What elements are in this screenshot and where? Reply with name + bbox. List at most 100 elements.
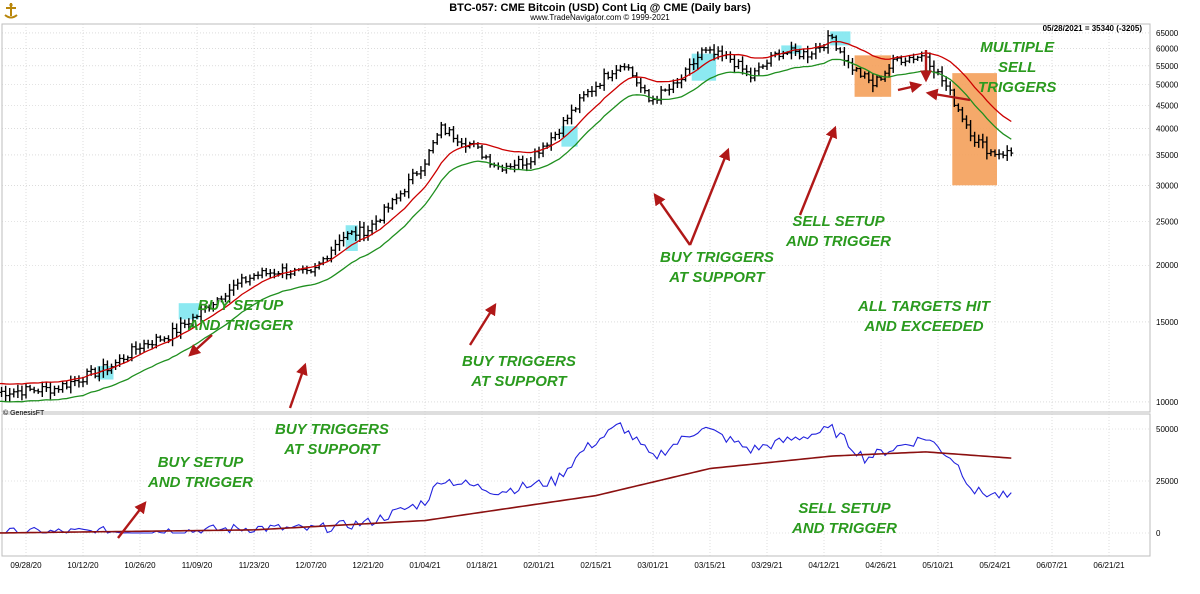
price-bar (614, 65, 619, 80)
price-bar (1001, 151, 1006, 159)
x-tick-label: 03/29/21 (751, 561, 783, 570)
price-bar (976, 134, 981, 148)
price-bar (235, 278, 240, 290)
price-bar (418, 166, 423, 179)
price-bar (158, 335, 163, 342)
indicator-y-tick-label: 0 (1156, 529, 1161, 538)
price-bar (687, 58, 692, 76)
price-bar (569, 104, 574, 125)
x-tick-label: 05/10/21 (922, 561, 954, 570)
price-bar (557, 128, 562, 140)
price-bar (199, 303, 204, 323)
x-tick-label: 03/15/21 (694, 561, 726, 570)
chart-title: BTC-057: CME Bitcoin (USD) Cont Liq @ CM… (449, 2, 751, 14)
price-panel-frame (1, 23, 1151, 413)
logo-icon (2, 2, 20, 20)
price-bar (703, 47, 708, 54)
price-bar (150, 340, 155, 350)
price-bar (862, 71, 867, 79)
annotation-arrow (897, 81, 923, 93)
y-tick-label: 10000 (1156, 398, 1179, 407)
price-bar (93, 367, 98, 379)
y-tick-label: 55000 (1156, 62, 1179, 71)
price-bar (414, 171, 419, 177)
price-bar (646, 89, 651, 103)
copyright-label: © GenesisFT (3, 410, 45, 417)
price-bar (809, 51, 814, 60)
x-tick-label: 02/01/21 (523, 561, 555, 570)
lower-band-line (0, 58, 1012, 403)
annotation-buy-setup-2: BUY SETUP AND TRIGGER (148, 454, 253, 491)
price-bar (439, 121, 444, 139)
price-bar (349, 230, 354, 235)
price-bar (142, 339, 147, 353)
y-tick-label: 30000 (1156, 181, 1179, 190)
price-bar (984, 136, 989, 160)
x-tick-label: 11/09/20 (182, 561, 213, 570)
price-bar (138, 343, 142, 355)
price-bar (813, 43, 818, 60)
price-bar (341, 231, 346, 247)
price-bar (516, 155, 521, 170)
price-bar (732, 54, 737, 73)
indicator-y-tick-label: 50000 (1156, 425, 1179, 434)
price-bar (386, 202, 391, 213)
price-bar (940, 66, 945, 87)
annotation-buy-triggers-3: BUY TRIGGERS AT SUPPORT (660, 249, 774, 286)
price-bar (423, 159, 427, 177)
price-bar (944, 76, 949, 91)
price-bar (398, 190, 403, 202)
price-bar (219, 295, 224, 303)
annotation-buy-triggers-2: BUY TRIGGERS AT SUPPORT (462, 353, 576, 390)
price-bar (565, 114, 570, 125)
price-bar (960, 106, 965, 123)
price-bar (40, 381, 45, 397)
annotation-multiple-sell: MULTIPLE SELL TRIGGERS (978, 39, 1057, 96)
price-bar (797, 48, 802, 60)
price-bar (256, 271, 261, 280)
price-bar (382, 204, 387, 224)
price-bar (19, 385, 24, 401)
x-tick-label: 12/21/20 (352, 561, 384, 570)
price-bar (374, 215, 379, 231)
price-bar (48, 381, 53, 400)
price-bar (325, 255, 330, 262)
price-bar (268, 269, 273, 278)
x-tick-label: 10/12/20 (67, 561, 99, 570)
price-bar (972, 131, 977, 147)
x-tick-label: 02/15/21 (580, 561, 612, 570)
price-bar (309, 268, 313, 274)
price-bar (708, 46, 712, 54)
price-bar (777, 49, 782, 61)
price-bar (997, 149, 1002, 160)
price-bar (76, 375, 81, 388)
x-tick-label: 04/12/21 (808, 561, 840, 570)
price-bar (284, 263, 289, 280)
price-bar (370, 219, 375, 236)
price-bar (927, 52, 932, 72)
price-bar (524, 158, 529, 172)
price-bar (304, 265, 309, 275)
annotation-sell-setup-1: SELL SETUP AND TRIGGER (786, 213, 891, 250)
price-bar (606, 71, 611, 80)
x-tick-label: 12/07/20 (295, 561, 327, 570)
price-bar (357, 220, 362, 242)
price-bar (162, 336, 167, 343)
price-bar (443, 123, 448, 136)
x-tick-label: 05/24/21 (979, 561, 1011, 570)
price-bar (573, 106, 578, 113)
annotation-arrow (688, 147, 731, 246)
price-bar (186, 318, 191, 331)
x-tick-label: 01/18/21 (466, 561, 498, 570)
price-bar (830, 33, 835, 40)
price-bar (589, 86, 594, 97)
price-bar (858, 67, 863, 78)
price-bar (671, 79, 676, 94)
price-bar (651, 95, 655, 105)
x-tick-label: 06/21/21 (1093, 561, 1125, 570)
price-bar (980, 133, 985, 149)
price-bar (402, 188, 407, 197)
price-bar (195, 314, 199, 320)
price-bar (484, 154, 489, 160)
